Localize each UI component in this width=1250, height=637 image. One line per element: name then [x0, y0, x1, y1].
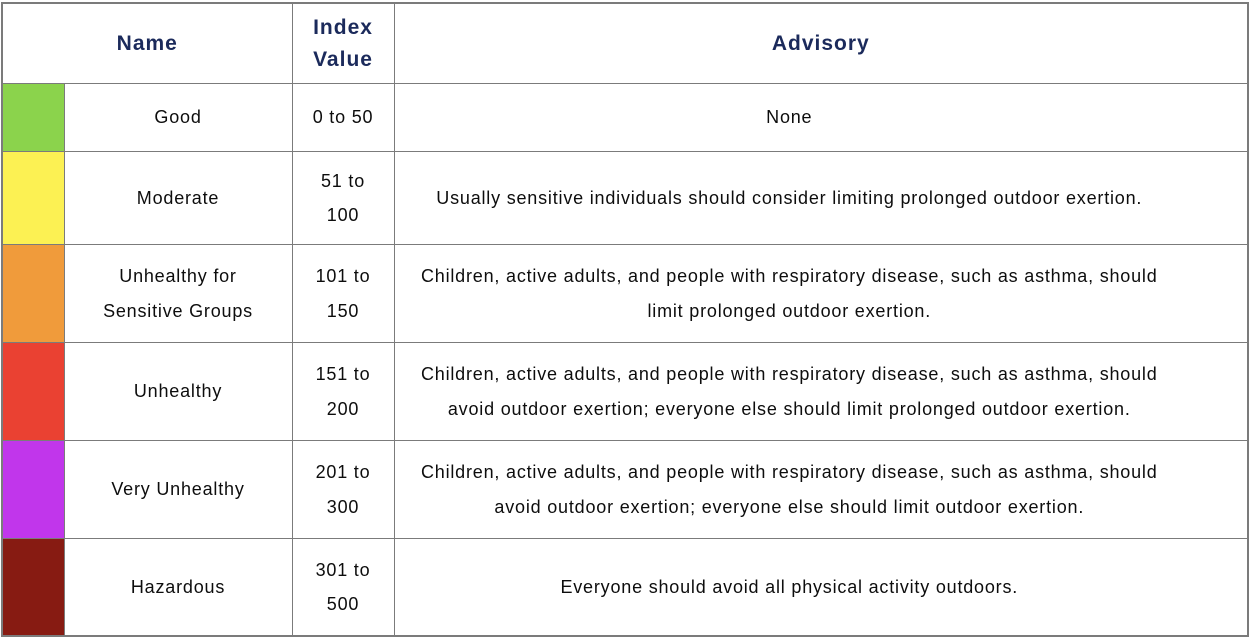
- index-value-cell: 301 to 500: [291, 538, 395, 637]
- color-swatch-good: [1, 83, 65, 152]
- header-row: Name Index Value Advisory: [1, 2, 1249, 84]
- category-name-cell: Unhealthy for Sensitive Groups: [63, 244, 293, 343]
- index-value-cell: 201 to 300: [291, 440, 395, 539]
- category-name-cell: Unhealthy: [63, 342, 293, 441]
- column-header-index-value: Index Value: [291, 2, 395, 84]
- table-row-hazardous: Hazardous 301 to 500 Everyone should avo…: [1, 538, 1249, 637]
- color-swatch-moderate: [1, 151, 65, 245]
- category-name-cell: Hazardous: [63, 538, 293, 637]
- color-swatch-unhealthy: [1, 342, 65, 441]
- advisory-cell: Children, active adults, and people with…: [393, 440, 1249, 539]
- color-swatch-unhealthy-sensitive-groups: [1, 244, 65, 343]
- color-swatch-hazardous: [1, 538, 65, 637]
- table-row-moderate: Moderate 51 to 100 Usually sensitive ind…: [1, 151, 1249, 245]
- category-name-cell: Moderate: [63, 151, 293, 245]
- advisory-cell: Children, active adults, and people with…: [393, 342, 1249, 441]
- advisory-cell: None: [393, 83, 1249, 152]
- index-value-cell: 101 to 150: [291, 244, 395, 343]
- index-value-cell: 51 to 100: [291, 151, 395, 245]
- advisory-cell: Usually sensitive individuals should con…: [393, 151, 1249, 245]
- advisory-cell: Children, active adults, and people with…: [393, 244, 1249, 343]
- index-value-cell: 0 to 50: [291, 83, 395, 152]
- advisory-cell: Everyone should avoid all physical activ…: [393, 538, 1249, 637]
- column-header-name: Name: [1, 2, 293, 84]
- category-name-cell: Good: [63, 83, 293, 152]
- table-row-very-unhealthy: Very Unhealthy 201 to 300 Children, acti…: [1, 440, 1249, 539]
- color-swatch-very-unhealthy: [1, 440, 65, 539]
- column-header-advisory: Advisory: [393, 2, 1249, 84]
- table-row-good: Good 0 to 50 None: [1, 83, 1249, 152]
- index-value-cell: 151 to 200: [291, 342, 395, 441]
- table-row-unhealthy: Unhealthy 151 to 200 Children, active ad…: [1, 342, 1249, 441]
- category-name-cell: Very Unhealthy: [63, 440, 293, 539]
- table-row-unhealthy-sensitive-groups: Unhealthy for Sensitive Groups 101 to 15…: [1, 244, 1249, 343]
